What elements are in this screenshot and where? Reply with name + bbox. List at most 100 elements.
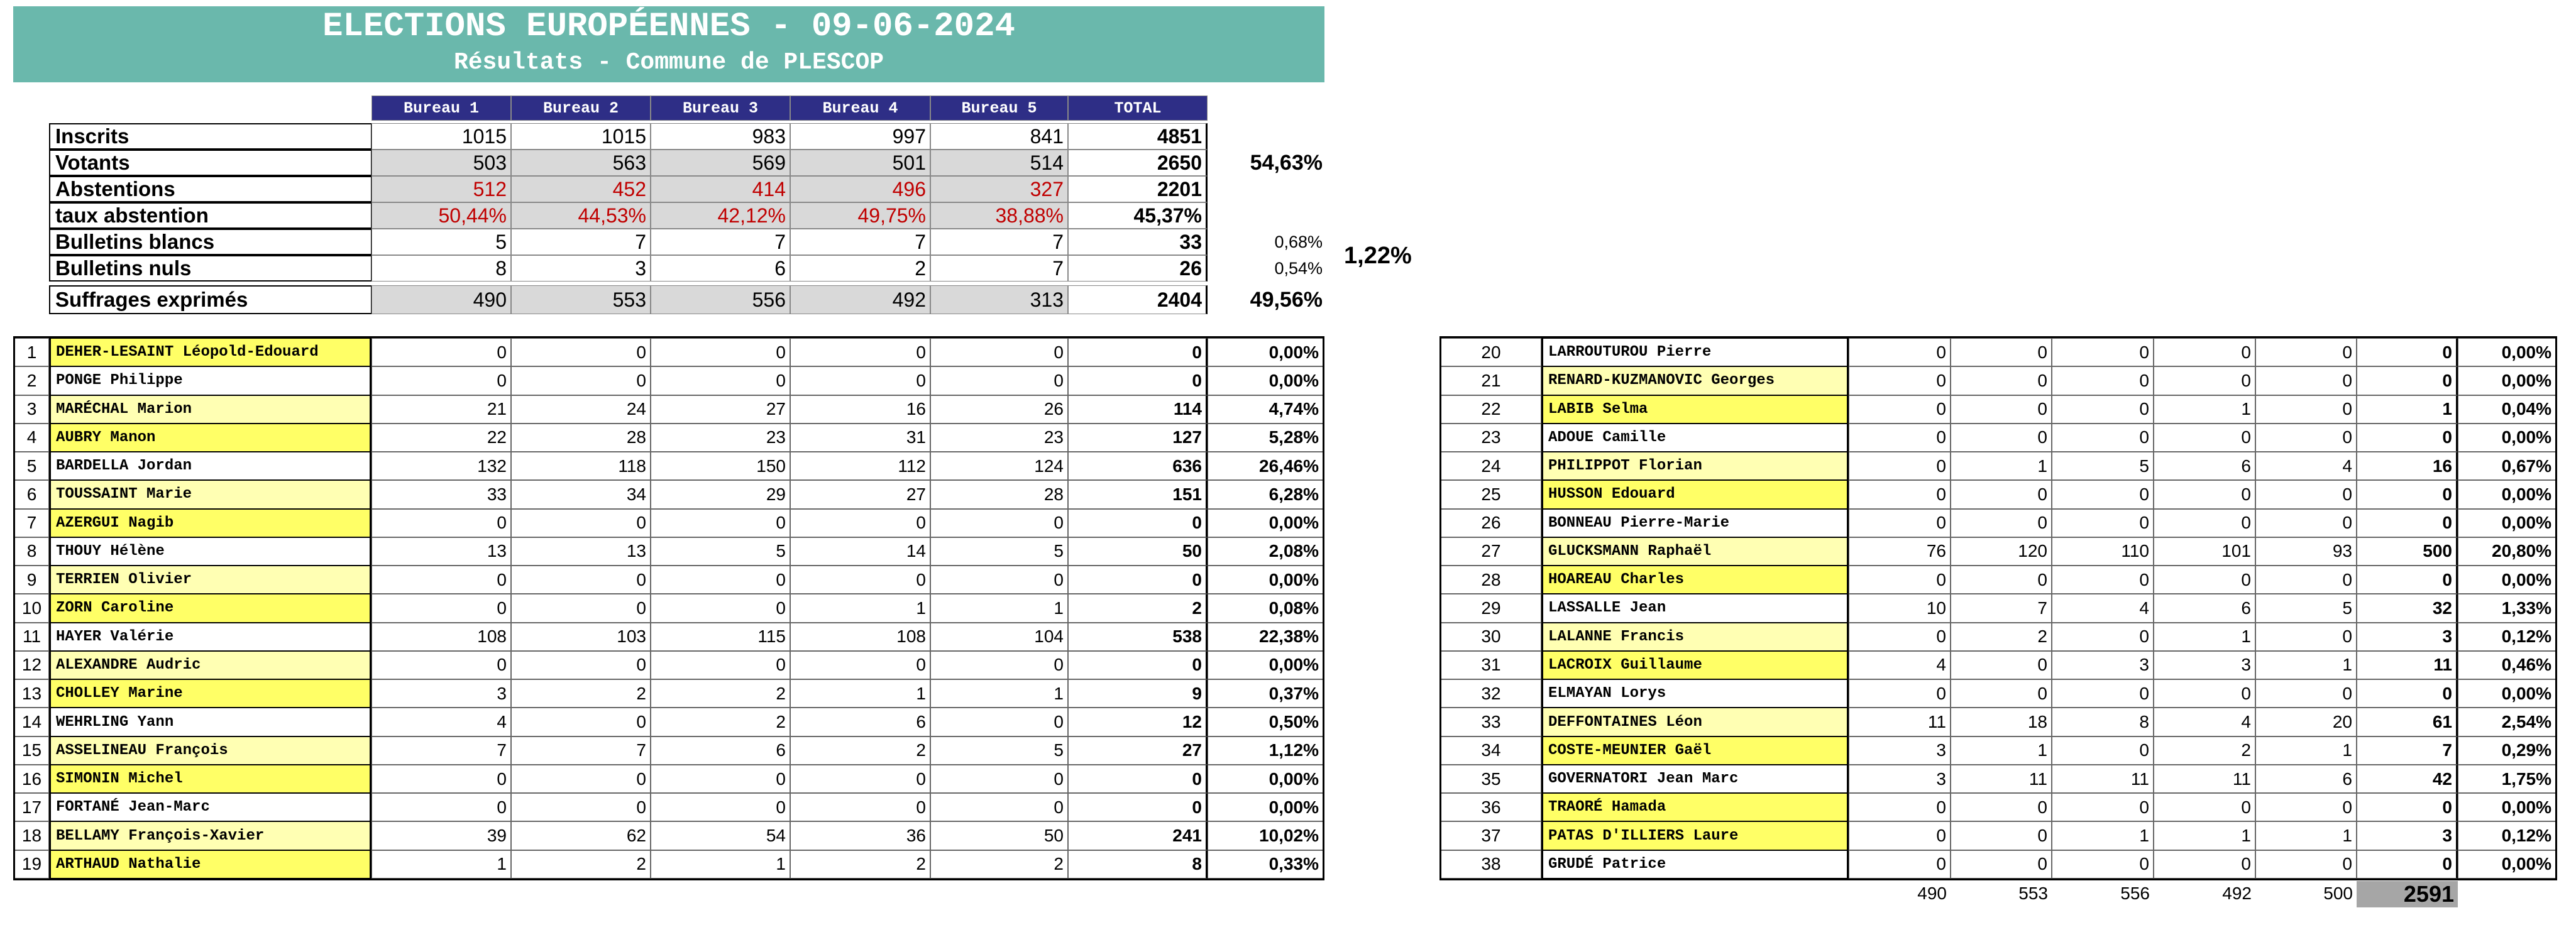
total-cell: 0	[1068, 366, 1208, 395]
candidate-name: GRUDÉ Patrice	[1541, 850, 1849, 878]
value-cell: 1	[2052, 821, 2154, 850]
total-cell: 0	[2357, 366, 2458, 395]
candidate-number: 16	[13, 764, 49, 794]
value-cell: 0	[2154, 338, 2255, 367]
value-cell: 4	[2154, 708, 2255, 736]
row-label: Abstentions	[49, 176, 372, 202]
candidate-name: BELLAMY François-Xavier	[49, 821, 372, 850]
value-cell: 18	[1951, 708, 2052, 736]
percent-cell: 1,12%	[1208, 736, 1324, 765]
value-cell: 1	[2255, 736, 2357, 765]
percent-cell: 0,29%	[2458, 736, 2557, 765]
total-cell: 0	[2357, 850, 2458, 878]
total-cell: 0	[2357, 338, 2458, 367]
candidate-name: THOUY Hélène	[49, 537, 372, 566]
candidate-name: GOVERNATORI Jean Marc	[1541, 764, 1849, 794]
candidate-name: GLUCKSMANN Raphaël	[1541, 537, 1849, 566]
percent-cell: 0,00%	[2458, 423, 2557, 452]
value-cell: 22	[372, 423, 511, 452]
value-cell: 0	[1849, 622, 1951, 651]
candidate-name: BARDELLA Jordan	[49, 452, 372, 481]
value-cell: 0	[372, 366, 511, 395]
value-cell: 997	[790, 123, 930, 150]
percent-cell: 1,75%	[2458, 764, 2557, 794]
value-cell: 6	[2255, 764, 2357, 794]
value-cell: 0	[651, 366, 790, 395]
total-cell: 538	[1068, 622, 1208, 651]
percent-cell: 0,00%	[2458, 338, 2557, 367]
value-cell: 0	[790, 508, 930, 537]
percent-cell: 0,00%	[1208, 366, 1324, 395]
column-header: TOTAL	[1068, 96, 1208, 121]
value-cell: 0	[1849, 566, 1951, 594]
value-cell: 8	[2052, 708, 2154, 736]
percent-cell: 0,33%	[1208, 850, 1324, 878]
candidate-name: LALANNE Francis	[1541, 622, 1849, 651]
value-cell: 31	[790, 423, 930, 452]
candidate-name: ARTHAUD Nathalie	[49, 850, 372, 878]
value-cell: 0	[1951, 423, 2052, 452]
candidate-number: 25	[1439, 480, 1541, 509]
column-header: Bureau 2	[511, 96, 651, 121]
value-cell: 490	[372, 285, 511, 314]
candidate-name: ALEXANDRE Audric	[49, 650, 372, 680]
percent-cell: 0,00%	[2458, 366, 2557, 395]
percent-cell: 0,12%	[2458, 821, 2557, 850]
value-cell: 0	[930, 508, 1068, 537]
candidate-number: 18	[13, 821, 49, 850]
sum-cell: 500	[2323, 883, 2353, 903]
value-cell: 21	[372, 395, 511, 424]
combined-rate: 1,22%	[1344, 242, 1412, 269]
value-cell: 2	[790, 255, 930, 282]
percent-cell: 0,00%	[1208, 508, 1324, 537]
candidate-number: 38	[1439, 850, 1541, 878]
value-cell: 1	[930, 594, 1068, 623]
candidate-number: 17	[13, 793, 49, 822]
candidate-name: TERRIEN Olivier	[49, 566, 372, 594]
value-cell: 0	[511, 594, 651, 623]
value-cell: 0	[1849, 395, 1951, 424]
value-cell: 514	[930, 150, 1068, 176]
value-cell: 0	[2052, 480, 2154, 509]
row-label: Votants	[49, 150, 372, 176]
total-cell: 0	[1068, 338, 1208, 367]
total-cell: 27	[1068, 736, 1208, 765]
candidate-number: 3	[13, 395, 49, 424]
value-cell: 3	[1849, 736, 1951, 765]
value-cell: 0	[511, 366, 651, 395]
value-cell: 14	[790, 537, 930, 566]
total-cell: 241	[1068, 821, 1208, 850]
value-cell: 0	[1951, 650, 2052, 680]
value-cell: 0	[372, 508, 511, 537]
value-cell: 16	[790, 395, 930, 424]
value-cell: 118	[511, 452, 651, 481]
rate: 54,63%	[1250, 150, 1323, 175]
value-cell: 5	[2052, 452, 2154, 481]
candidate-name: SIMONIN Michel	[49, 764, 372, 794]
candidate-number: 35	[1439, 764, 1541, 794]
value-cell: 0	[1951, 366, 2052, 395]
candidate-number: 7	[13, 508, 49, 537]
percent-cell: 0,00%	[2458, 480, 2557, 509]
value-cell: 3	[511, 255, 651, 282]
value-cell: 1	[651, 850, 790, 878]
value-cell: 0	[1951, 508, 2052, 537]
value-cell: 2	[651, 708, 790, 736]
total-cell: 0	[1068, 566, 1208, 594]
value-cell: 0	[2255, 480, 2357, 509]
candidate-number: 19	[13, 850, 49, 878]
value-cell: 2	[930, 850, 1068, 878]
percent-cell: 6,28%	[1208, 480, 1324, 509]
value-cell: 7	[930, 229, 1068, 255]
candidate-name: TOUSSAINT Marie	[49, 480, 372, 509]
candidate-name: LARROUTUROU Pierre	[1541, 338, 1849, 367]
total-cell: 26	[1068, 255, 1208, 282]
value-cell: 11	[1849, 708, 1951, 736]
value-cell: 0	[1849, 821, 1951, 850]
value-cell: 28	[930, 480, 1068, 509]
value-cell: 553	[511, 285, 651, 314]
total-cell: 16	[2357, 452, 2458, 481]
percent-cell: 22,38%	[1208, 622, 1324, 651]
total-cell: 8	[1068, 850, 1208, 878]
value-cell: 0	[790, 366, 930, 395]
